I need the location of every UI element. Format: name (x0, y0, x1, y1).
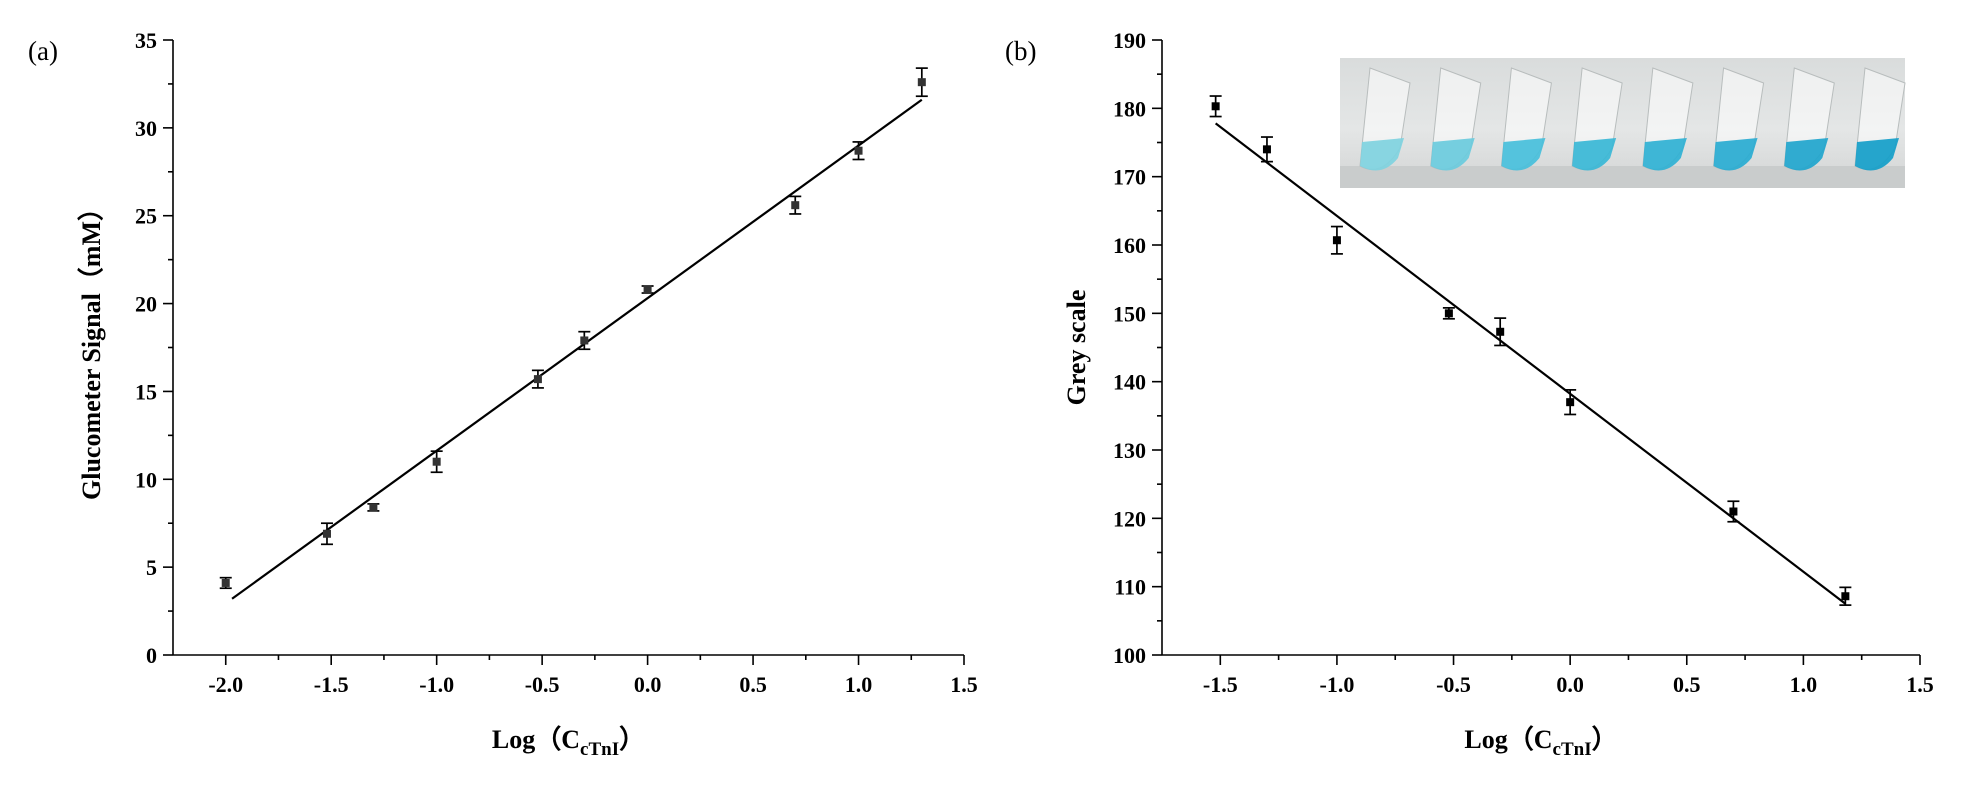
data-point (852, 141, 865, 161)
y-tick-label: 0 (146, 643, 157, 668)
y-tick-label: 10 (135, 467, 157, 492)
data-point (1442, 307, 1455, 320)
panel-b: -1.5 -1.0 -0.5 0.0 0.5 1.0 1.5 100 110 120 130 140 1… (1005, 28, 1934, 760)
y-tick-label: 180 (1113, 96, 1146, 121)
y-tick-label: 150 (1113, 301, 1146, 326)
tube (1713, 67, 1765, 171)
x-tick-label: -0.5 (1436, 672, 1471, 697)
tube (1854, 67, 1906, 171)
tube-liquid (1713, 138, 1758, 171)
data-point (1494, 317, 1507, 347)
inset-bench (1340, 166, 1905, 188)
fit-line (1214, 122, 1847, 605)
tube-liquid (1642, 138, 1687, 171)
data-marker (221, 578, 230, 587)
data-point (1564, 389, 1577, 416)
y-tick-label: 15 (135, 379, 157, 404)
x-tick-label: -1.0 (1320, 672, 1355, 697)
tube (1783, 67, 1835, 171)
data-marker (580, 336, 589, 345)
data-marker (854, 146, 863, 155)
y-tick-label: 120 (1113, 506, 1146, 531)
x-tick-label: 0.0 (1556, 672, 1584, 697)
y-tick-label: 160 (1113, 233, 1146, 258)
x-tick-label: 0.5 (739, 672, 767, 697)
data-point (367, 503, 380, 512)
data-marker (791, 201, 800, 210)
data-marker (1211, 102, 1220, 111)
x-tick-label: -1.5 (314, 672, 349, 697)
data-point (320, 522, 333, 546)
x-tick-label: -0.5 (525, 672, 560, 697)
y-tick-label: 20 (135, 292, 157, 317)
tube (1430, 67, 1482, 171)
data-marker (1841, 592, 1850, 601)
data-marker (322, 529, 331, 538)
y-tick-label: 190 (1113, 28, 1146, 53)
tube-liquid (1501, 138, 1546, 171)
tube-liquid (1430, 138, 1475, 171)
tube-liquid (1360, 138, 1404, 171)
fit-line (231, 98, 923, 600)
data-marker (432, 457, 441, 466)
data-marker (643, 285, 652, 294)
x-tick-label: 1.0 (845, 672, 873, 697)
data-point (219, 576, 232, 590)
data-marker (369, 503, 378, 512)
x-tick-label: -1.5 (1203, 672, 1238, 697)
y-axis-title: Grey scale (1062, 290, 1091, 406)
y-tick-label: 25 (135, 204, 157, 229)
data-point (578, 330, 591, 351)
data-marker (1496, 327, 1505, 336)
tube-liquid (1572, 138, 1617, 171)
y-tick-label: 35 (135, 28, 157, 53)
x-tick-label: -2.0 (208, 672, 243, 697)
y-tick-label: 110 (1114, 575, 1146, 600)
y-tick-label: 140 (1113, 370, 1146, 395)
data-marker (1566, 398, 1575, 407)
y-axis-title: Glucometer Signal（mM） (77, 195, 106, 500)
x-tick-label: 1.5 (1906, 672, 1934, 697)
tube (1642, 67, 1694, 171)
data-marker (533, 375, 542, 384)
panel-label: (a) (28, 36, 58, 66)
data-point (1839, 586, 1852, 606)
x-axis-title: Log（CcTnI） (1464, 725, 1617, 760)
x-tick-label: -1.0 (419, 672, 454, 697)
data-point (1727, 500, 1740, 523)
y-tick-label: 30 (135, 116, 157, 141)
y-tick-label: 130 (1113, 438, 1146, 463)
data-point (641, 285, 654, 294)
data-point (1330, 225, 1343, 255)
data-marker (1332, 236, 1341, 245)
tube-liquid (1784, 138, 1829, 171)
data-point (430, 450, 443, 474)
y-tick-label: 5 (146, 555, 157, 580)
data-point (1260, 136, 1273, 163)
data-marker (917, 78, 926, 87)
tube (1571, 67, 1623, 171)
x-tick-label: 1.0 (1790, 672, 1818, 697)
data-point (789, 195, 802, 215)
tube (1359, 67, 1411, 171)
x-tick-label: 0.0 (634, 672, 662, 697)
data-point (1209, 95, 1222, 118)
data-marker (1444, 309, 1453, 318)
data-point (915, 67, 928, 98)
data-marker (1262, 145, 1271, 154)
panel-label: (b) (1005, 36, 1036, 66)
panel-a: -2.0 -1.5 -1.0 -0.5 0.0 0.5 1.0 1.5 0 5 10 15 20 25 30… (28, 28, 978, 760)
data-marker (1729, 507, 1738, 516)
data-point (531, 369, 544, 389)
tube-liquid (1855, 138, 1899, 171)
y-tick-label: 170 (1113, 165, 1146, 190)
x-tick-label: 0.5 (1673, 672, 1701, 697)
inset-photo (1340, 58, 1906, 188)
y-tick-label: 100 (1113, 643, 1146, 668)
x-axis-title: Log（CcTnI） (492, 725, 645, 760)
x-tick-label: 1.5 (950, 672, 978, 697)
tube (1500, 67, 1552, 171)
